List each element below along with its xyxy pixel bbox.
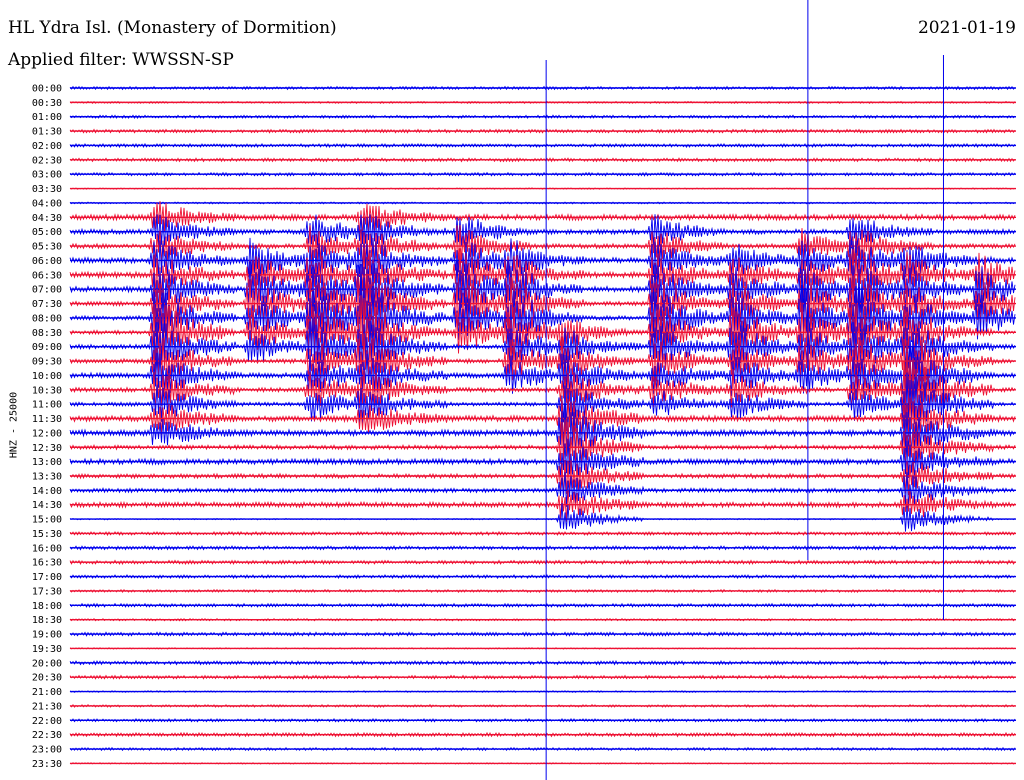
trace-row	[69, 545, 1016, 551]
trace-row	[69, 352, 1016, 424]
row-time-label: 09:00	[32, 342, 62, 353]
row-time-label: 10:00	[32, 371, 62, 382]
station-title: HL Ydra Isl. (Monastery of Dormition)	[8, 18, 337, 38]
row-time-label: 15:00	[32, 515, 62, 526]
row-time-label: 22:30	[32, 730, 62, 741]
trace-row	[69, 372, 1016, 441]
trace-row	[69, 731, 1016, 738]
row-time-label: 01:30	[32, 127, 62, 138]
row-time-label: 17:00	[32, 572, 62, 583]
trace-row	[69, 419, 1016, 467]
row-time-label: 03:00	[32, 170, 62, 181]
trace-row	[69, 489, 1016, 522]
row-time-label: 00:00	[32, 84, 62, 95]
row-time-label: 07:30	[32, 299, 62, 310]
row-time-label: 06:00	[32, 256, 62, 267]
trace-row	[69, 318, 1016, 376]
row-time-label: 23:00	[32, 745, 62, 756]
trace-row	[69, 237, 1016, 284]
trace-row	[69, 295, 1016, 367]
trace-row	[69, 225, 1016, 272]
row-time-label: 16:30	[32, 558, 62, 569]
row-time-label: 17:30	[32, 586, 62, 597]
date-label: 2021-01-19	[917, 18, 1016, 38]
row-time-label: 14:30	[32, 500, 62, 511]
row-time-label: 08:00	[32, 313, 62, 324]
trace-row	[69, 171, 1016, 177]
trace-row	[69, 674, 1016, 680]
row-time-label: 13:00	[32, 457, 62, 468]
row-time-label: 20:00	[32, 658, 62, 669]
row-time-label: 00:30	[32, 98, 62, 109]
trace-row	[69, 333, 1016, 391]
row-time-label: 21:30	[32, 701, 62, 712]
row-time-label: 18:00	[32, 601, 62, 612]
row-time-label: 20:30	[32, 673, 62, 684]
filter-subtitle: Applied filter: WWSSN-SP	[8, 50, 234, 70]
row-time-label: 12:30	[32, 443, 62, 454]
row-time-label: 22:00	[32, 716, 62, 727]
row-time-label: 03:30	[32, 184, 62, 195]
row-time-label: 06:30	[32, 270, 62, 281]
row-time-label: 11:30	[32, 414, 62, 425]
trace-row	[69, 659, 1016, 666]
row-time-label: 10:30	[32, 385, 62, 396]
row-time-label: 19:00	[32, 630, 62, 641]
row-time-label: 09:30	[32, 357, 62, 368]
trace-row	[69, 717, 1016, 723]
row-time-label: 16:00	[32, 543, 62, 554]
row-time-label: 18:30	[32, 615, 62, 626]
trace-row	[69, 346, 1016, 408]
trace-row	[69, 438, 1016, 479]
row-time-label: 12:00	[32, 428, 62, 439]
trace-row	[69, 703, 1016, 708]
trace-row	[69, 397, 1016, 450]
row-time-label: 05:30	[32, 242, 62, 253]
row-time-label: 23:30	[32, 759, 62, 770]
row-time-label: 02:00	[32, 141, 62, 152]
trace-row	[69, 128, 1016, 134]
trace-row	[69, 247, 1016, 301]
row-time-label: 19:30	[32, 644, 62, 655]
row-time-label: 13:30	[32, 471, 62, 482]
trace-row	[69, 503, 1016, 532]
row-time-label: 04:30	[32, 213, 62, 224]
row-time-label: 11:00	[32, 400, 62, 411]
row-time-label: 21:00	[32, 687, 62, 698]
trace-row	[69, 459, 1016, 497]
row-time-label: 01:00	[32, 112, 62, 123]
trace-row	[69, 403, 1016, 460]
row-time-label: 07:00	[32, 285, 62, 296]
row-time-label: 02:30	[32, 155, 62, 166]
row-time-label: 15:30	[32, 529, 62, 540]
row-time-label: 04:00	[32, 198, 62, 209]
row-time-label: 08:30	[32, 328, 62, 339]
row-time-label: 05:00	[32, 227, 62, 238]
row-time-label: 14:00	[32, 486, 62, 497]
trace-row	[69, 201, 1016, 237]
trace-row	[69, 530, 1016, 537]
trace-row	[69, 471, 1016, 508]
trace-row	[69, 631, 1016, 637]
